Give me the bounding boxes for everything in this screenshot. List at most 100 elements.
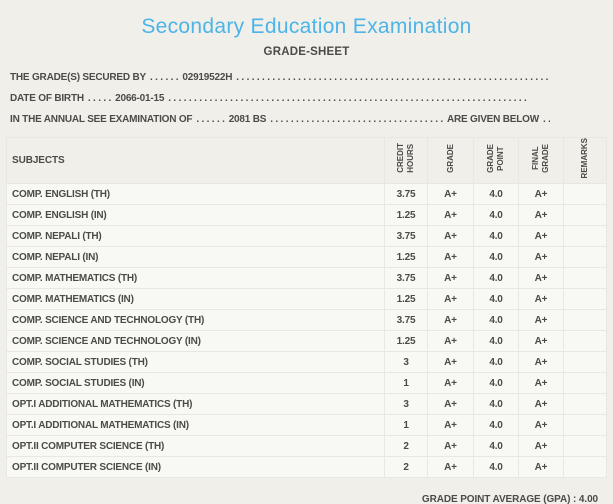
candidate-info: THE GRADE(S) SECURED BY. . . . . . 029195… [10, 67, 613, 130]
table-row: COMP. SOCIAL STUDIES (TH) 3 A+ 4.0 A+ [6, 351, 607, 374]
credit-hours-cell: 1 [384, 372, 428, 395]
table-row: OPT.I ADDITIONAL MATHEMATICS (TH) 3 A+ 4… [6, 393, 607, 416]
grade-point-cell: 4.0 [473, 309, 519, 332]
grade-point-cell: 4.0 [473, 372, 519, 395]
credit-hours-cell: 2 [384, 435, 428, 458]
grade-cell: A+ [427, 267, 474, 290]
grade-point-cell: 4.0 [473, 267, 519, 290]
subject-cell: OPT.II COMPUTER SCIENCE (TH) [6, 435, 385, 458]
gpa-summary: GRADE POINT AVERAGE (GPA) : 4.00 [421, 494, 598, 504]
remarks-cell [563, 456, 607, 479]
subject-cell: OPT.I ADDITIONAL MATHEMATICS (IN) [6, 414, 385, 437]
remarks-cell [563, 288, 607, 311]
grade-table: SUBJECTS CREDIT HOURS GRADE GRADE POINT FINA… [6, 136, 607, 479]
grade-point-cell: 4.0 [473, 204, 519, 227]
credit-hours-cell: 3 [384, 393, 428, 416]
info-leader-dots: . . . . . . [196, 114, 225, 125]
info-line-1: THE GRADE(S) SECURED BY. . . . . . 029195… [10, 67, 550, 88]
column-header-remarks: REMARKS [563, 136, 607, 185]
column-header-subjects: SUBJECTS [6, 136, 385, 185]
remarks-cell [563, 330, 607, 353]
subject-cell: COMP. SOCIAL STUDIES (IN) [6, 372, 385, 395]
subject-cell: COMP. ENGLISH (TH) [6, 183, 385, 206]
grade-cell: A+ [427, 183, 474, 206]
subject-cell: COMP. NEPALI (IN) [6, 246, 385, 269]
grade-cell: A+ [427, 330, 474, 353]
info-leader-dots: . . . . . . [149, 72, 179, 83]
info-label: DATE OF BIRTH [10, 93, 84, 104]
grade-cell: A+ [427, 414, 474, 437]
grade-point-cell: 4.0 [473, 330, 519, 353]
remarks-cell [563, 435, 607, 458]
table-row: COMP. NEPALI (TH) 3.75 A+ 4.0 A+ [6, 225, 607, 248]
column-header-credit-hours: CREDIT HOURS [384, 136, 428, 185]
info-line-2: DATE OF BIRTH. . . . . 2066-01-15. . . . … [10, 88, 550, 109]
info-suffix-dots: . . . [542, 114, 550, 125]
column-header-grade-point: GRADE POINT [473, 136, 519, 185]
column-header-grade: GRADE [427, 136, 474, 185]
credit-hours-cell: 2 [384, 456, 428, 479]
credit-hours-cell: 3.75 [384, 309, 428, 332]
table-row: COMP. MATHEMATICS (TH) 3.75 A+ 4.0 A+ [6, 267, 607, 290]
remarks-cell [563, 225, 607, 248]
remarks-cell [563, 414, 607, 437]
table-row: COMP. MATHEMATICS (IN) 1.25 A+ 4.0 A+ [6, 288, 607, 311]
table-row: COMP. SCIENCE AND TECHNOLOGY (TH) 3.75 A… [6, 309, 607, 332]
grade-point-cell: 4.0 [473, 225, 519, 248]
grade-cell: A+ [427, 246, 474, 269]
remarks-cell [563, 267, 607, 290]
subject-cell: OPT.II COMPUTER SCIENCE (IN) [6, 456, 385, 479]
info-trailer-dots: . . . . . . . . . . . . . . . . . . . . … [168, 93, 527, 104]
remarks-cell [563, 393, 607, 416]
final-grade-cell: A+ [518, 267, 564, 290]
info-line-3: IN THE ANNUAL SEE EXAMINATION OF. . . . … [10, 109, 550, 130]
credit-hours-cell: 3.75 [384, 267, 428, 290]
page-subtitle: GRADE-SHEET [263, 46, 350, 58]
final-grade-cell: A+ [518, 309, 564, 332]
table-row: COMP. ENGLISH (TH) 3.75 A+ 4.0 A+ [6, 183, 607, 206]
final-grade-cell: A+ [518, 456, 564, 479]
table-header-row: SUBJECTS CREDIT HOURS GRADE GRADE POINT FINA… [6, 136, 607, 185]
column-header-label: REMARKS [580, 138, 589, 179]
grade-point-cell: 4.0 [473, 414, 519, 437]
subject-cell: COMP. MATHEMATICS (TH) [6, 267, 385, 290]
final-grade-cell: A+ [518, 246, 564, 269]
remarks-cell [563, 246, 607, 269]
table-row: OPT.II COMPUTER SCIENCE (TH) 2 A+ 4.0 A+ [6, 435, 607, 458]
grade-cell: A+ [427, 204, 474, 227]
grade-cell: A+ [427, 372, 474, 395]
final-grade-cell: A+ [518, 204, 564, 227]
grade-point-cell: 4.0 [473, 288, 519, 311]
credit-hours-cell: 3.75 [384, 225, 428, 248]
info-value: 02919522H [182, 72, 233, 83]
final-grade-cell: A+ [518, 372, 564, 395]
grade-cell: A+ [427, 351, 474, 374]
info-trailer-dots: . . . . . . . . . . . . . . . . . . . . … [270, 114, 443, 125]
grade-cell: A+ [427, 456, 474, 479]
remarks-cell [563, 309, 607, 332]
credit-hours-cell: 1.25 [384, 246, 428, 269]
final-grade-cell: A+ [518, 351, 564, 374]
final-grade-cell: A+ [518, 393, 564, 416]
info-trailer-dots: . . . . . . . . . . . . . . . . . . . . … [236, 72, 550, 83]
column-header-final-grade: FINAL GRADE [518, 136, 564, 185]
subject-cell: COMP. MATHEMATICS (IN) [6, 288, 385, 311]
grade-point-cell: 4.0 [473, 435, 519, 458]
grade-point-cell: 4.0 [473, 393, 519, 416]
subject-cell: OPT.I ADDITIONAL MATHEMATICS (TH) [6, 393, 385, 416]
table-row: OPT.I ADDITIONAL MATHEMATICS (IN) 1 A+ 4… [6, 414, 607, 437]
grade-cell: A+ [427, 393, 474, 416]
credit-hours-cell: 1 [384, 414, 428, 437]
subject-cell: COMP. ENGLISH (IN) [6, 204, 385, 227]
grade-cell: A+ [427, 309, 474, 332]
credit-hours-cell: 1.25 [384, 330, 428, 353]
column-header-label: GRADE [445, 143, 455, 173]
grade-cell: A+ [427, 225, 474, 248]
credit-hours-cell: 1.25 [384, 288, 428, 311]
remarks-cell [563, 183, 607, 206]
info-label: THE GRADE(S) SECURED BY [10, 72, 146, 83]
final-grade-cell: A+ [518, 435, 564, 458]
remarks-cell [563, 204, 607, 227]
final-grade-cell: A+ [518, 330, 564, 353]
